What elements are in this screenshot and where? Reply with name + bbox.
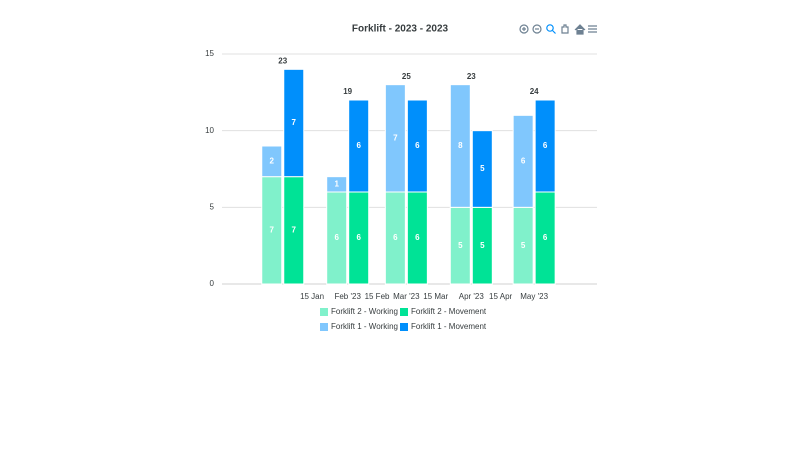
data-label: 7: [292, 225, 297, 234]
bar-segment: [384, 84, 406, 193]
bar-segment: [534, 99, 556, 193]
total-label: 23: [467, 72, 476, 81]
bar-segment: [261, 145, 283, 178]
data-label: 6: [415, 141, 420, 150]
y-tick-label: 15: [205, 49, 214, 58]
data-label: 6: [415, 233, 420, 242]
x-tick-label: Apr '23: [459, 292, 485, 301]
zoom-icon[interactable]: [546, 24, 554, 32]
legend-marker: [400, 323, 408, 331]
x-tick-label: Mar '23: [393, 292, 420, 301]
y-tick-label: 0: [210, 279, 215, 288]
data-label: 8: [458, 141, 463, 150]
chart-title: Forklift - 2023 - 2023: [352, 24, 449, 35]
data-label: 5: [521, 241, 526, 250]
x-tick-label: 15 Apr: [489, 292, 512, 301]
bar-segment: [406, 99, 428, 193]
data-label: 6: [543, 233, 548, 242]
data-label: 6: [393, 233, 398, 242]
x-tick-label: Feb '23: [334, 292, 361, 301]
x-tick-label: 15 Feb: [365, 292, 390, 301]
legend-label: Forklift 1 - Movement: [411, 322, 487, 331]
data-label: 5: [480, 241, 485, 250]
total-label: 25: [402, 72, 411, 81]
bar-segment: [326, 176, 348, 193]
data-label: 7: [270, 225, 275, 234]
legend-label: Forklift 2 - Working: [331, 307, 398, 316]
bar-segment: [512, 114, 534, 208]
reset-icon[interactable]: [574, 24, 586, 35]
data-label: 6: [543, 141, 548, 150]
x-tick-label: 15 Jan: [300, 292, 324, 301]
bar-segment: [449, 84, 471, 208]
total-label: 23: [278, 56, 287, 65]
data-label: 6: [356, 233, 361, 242]
toolbar[interactable]: [519, 24, 597, 35]
data-label: 6: [356, 141, 361, 150]
legend-marker: [320, 308, 328, 316]
legend-marker: [400, 308, 408, 316]
x-tick-label: May '23: [520, 292, 548, 301]
data-label: 1: [334, 179, 339, 188]
bar-segment: [348, 99, 370, 193]
legend-label: Forklift 2 - Movement: [411, 307, 487, 316]
y-tick-label: 10: [205, 126, 214, 135]
bar-segment: [471, 130, 493, 208]
legend-marker: [320, 323, 328, 331]
data-label: 5: [480, 164, 485, 173]
total-label: 24: [530, 87, 539, 96]
legend-label: Forklift 1 - Working: [331, 322, 398, 331]
data-label: 7: [292, 118, 297, 127]
data-label: 5: [458, 241, 463, 250]
data-label: 2: [270, 156, 275, 165]
menu-icon[interactable]: [588, 25, 597, 33]
x-tick-label: 15 Mar: [423, 292, 448, 301]
data-label: 6: [521, 156, 526, 165]
zoom-out-icon[interactable]: [532, 24, 542, 34]
data-label: 6: [334, 233, 339, 242]
zoom-in-icon[interactable]: [519, 24, 529, 34]
total-label: 19: [343, 87, 352, 96]
data-label: 7: [393, 133, 398, 142]
bar-segment: [283, 68, 305, 178]
y-tick-label: 5: [210, 202, 215, 211]
pan-icon[interactable]: [561, 24, 569, 34]
